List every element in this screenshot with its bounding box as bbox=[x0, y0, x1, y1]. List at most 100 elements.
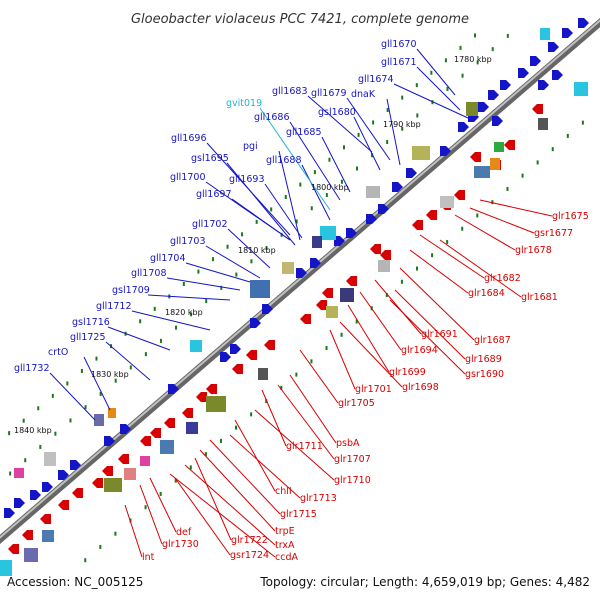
gene-label-glr1687[interactable]: glr1687 bbox=[474, 335, 511, 346]
forward-gene-arrow bbox=[500, 80, 511, 90]
leader-line bbox=[353, 116, 381, 171]
gene-label-glr1705[interactable]: glr1705 bbox=[338, 398, 375, 409]
gene-label-crtO[interactable]: crtO bbox=[48, 347, 68, 358]
scale-tick bbox=[250, 412, 253, 417]
gene-label-gll1732[interactable]: gll1732 bbox=[14, 363, 50, 374]
gene-label-gll1688[interactable]: gll1688 bbox=[266, 155, 302, 166]
feature-block bbox=[42, 530, 54, 542]
scale-tick bbox=[386, 108, 389, 113]
gene-label-gsr1677[interactable]: gsr1677 bbox=[534, 228, 573, 239]
scale-tick bbox=[476, 213, 479, 218]
gene-label-trpE[interactable]: trpE bbox=[275, 526, 295, 537]
gene-label-gll1670[interactable]: gll1670 bbox=[381, 39, 417, 50]
reverse-gene-arrow bbox=[164, 418, 175, 428]
leader-line bbox=[261, 389, 287, 447]
gene-label-glr1684[interactable]: glr1684 bbox=[468, 288, 505, 299]
gene-label-glr1678[interactable]: glr1678 bbox=[515, 245, 552, 256]
leader-line bbox=[231, 198, 291, 241]
gene-label-gll1708[interactable]: gll1708 bbox=[131, 268, 167, 279]
gene-label-gsl1716[interactable]: gsl1716 bbox=[72, 317, 110, 328]
gene-label-gsl1680[interactable]: gsl1680 bbox=[318, 107, 356, 118]
leader-line bbox=[416, 48, 456, 96]
gene-label-glr1694[interactable]: glr1694 bbox=[401, 345, 438, 356]
gene-label-glr1710[interactable]: glr1710 bbox=[334, 475, 371, 486]
gene-label-def[interactable]: def bbox=[176, 527, 192, 538]
gene-label-glr1689[interactable]: glr1689 bbox=[465, 354, 502, 365]
leader-line bbox=[259, 107, 331, 211]
reverse-gene-arrow bbox=[504, 140, 515, 150]
gene-label-glr1682[interactable]: glr1682 bbox=[484, 273, 521, 284]
gene-label-gll1702[interactable]: gll1702 bbox=[192, 219, 228, 230]
scale-tick bbox=[295, 219, 298, 224]
feature-block bbox=[538, 118, 548, 130]
leader-line bbox=[185, 262, 251, 283]
gene-label-glr1691[interactable]: glr1691 bbox=[421, 329, 458, 340]
gene-label-gll1683[interactable]: gll1683 bbox=[272, 86, 308, 97]
gene-label-glr1681[interactable]: glr1681 bbox=[521, 292, 558, 303]
gene-label-gll1703[interactable]: gll1703 bbox=[170, 236, 206, 247]
scale-tick bbox=[69, 418, 72, 423]
scale-tick bbox=[371, 153, 374, 158]
gene-label-gll1686[interactable]: gll1686 bbox=[254, 112, 290, 123]
leader-line bbox=[264, 183, 303, 239]
feature-block bbox=[282, 262, 294, 274]
scale-tick bbox=[416, 113, 419, 118]
reverse-gene-arrow bbox=[322, 288, 333, 298]
gene-label-lnt[interactable]: lnt bbox=[142, 552, 155, 563]
gene-label-gll1704[interactable]: gll1704 bbox=[150, 253, 186, 264]
gene-label-gll1693[interactable]: gll1693 bbox=[229, 174, 265, 185]
gene-label-chlI[interactable]: chlI bbox=[275, 486, 292, 497]
leader-line bbox=[393, 83, 469, 119]
scale-tick bbox=[189, 465, 192, 470]
gene-label-glr1722[interactable]: glr1722 bbox=[231, 535, 268, 546]
reverse-gene-arrow bbox=[40, 514, 51, 524]
reverse-gene-arrow bbox=[206, 384, 217, 394]
forward-gene-arrow bbox=[120, 424, 131, 434]
gene-label-gvit019[interactable]: gvit019 bbox=[226, 98, 262, 109]
gene-label-gsl1709[interactable]: gsl1709 bbox=[112, 285, 150, 296]
leader-line bbox=[169, 473, 276, 558]
gene-label-pgi[interactable]: pgi bbox=[243, 141, 258, 152]
gene-label-gsl1695[interactable]: gsl1695 bbox=[191, 153, 229, 164]
gene-label-gsr1690[interactable]: gsr1690 bbox=[465, 369, 504, 380]
gene-label-gll1725[interactable]: gll1725 bbox=[70, 332, 106, 343]
gene-label-gll1671[interactable]: gll1671 bbox=[381, 57, 417, 68]
forward-gene-arrow bbox=[548, 42, 559, 52]
reverse-gene-arrow bbox=[346, 276, 357, 286]
gene-label-ccdA[interactable]: ccdA bbox=[275, 552, 298, 563]
forward-gene-arrow bbox=[30, 490, 41, 500]
gene-label-glr1675[interactable]: glr1675 bbox=[552, 211, 589, 222]
leader-line bbox=[339, 321, 403, 388]
scale-tick bbox=[159, 491, 162, 496]
gene-label-glr1713[interactable]: glr1713 bbox=[300, 493, 337, 504]
scale-tick bbox=[299, 182, 302, 187]
feature-block bbox=[24, 548, 38, 562]
gene-label-trxA[interactable]: trxA bbox=[275, 540, 295, 551]
gene-label-gll1674[interactable]: gll1674 bbox=[358, 74, 394, 85]
gene-label-glr1711[interactable]: glr1711 bbox=[286, 441, 323, 452]
gene-label-gll1679[interactable]: gll1679 bbox=[311, 88, 347, 99]
gene-label-psbA[interactable]: psbA bbox=[336, 438, 360, 449]
gene-label-glr1730[interactable]: glr1730 bbox=[162, 539, 199, 550]
scale-tick bbox=[220, 285, 223, 290]
gene-label-gll1697[interactable]: gll1697 bbox=[196, 189, 232, 200]
gene-label-gll1696[interactable]: gll1696 bbox=[171, 133, 207, 144]
gene-label-glr1701[interactable]: glr1701 bbox=[355, 384, 392, 395]
forward-gene-arrow bbox=[346, 228, 357, 238]
gene-label-glr1699[interactable]: glr1699 bbox=[389, 367, 426, 378]
gene-label-gsr1724[interactable]: gsr1724 bbox=[230, 550, 269, 561]
feature-block bbox=[108, 408, 116, 418]
forward-gene-arrow bbox=[578, 18, 589, 28]
gene-label-gll1712[interactable]: gll1712 bbox=[96, 301, 132, 312]
scale-tick bbox=[182, 282, 185, 287]
gene-label-gll1700[interactable]: gll1700 bbox=[170, 172, 206, 183]
leader-line bbox=[184, 464, 276, 546]
leader-line bbox=[234, 419, 276, 492]
gene-label-dnaK[interactable]: dnaK bbox=[351, 89, 376, 100]
gene-label-glr1707[interactable]: glr1707 bbox=[334, 454, 371, 465]
gene-label-glr1715[interactable]: glr1715 bbox=[280, 509, 317, 520]
gene-label-glr1698[interactable]: glr1698 bbox=[402, 382, 439, 393]
scale-tick bbox=[325, 346, 328, 351]
scale-tick bbox=[506, 33, 509, 38]
gene-label-gll1685[interactable]: gll1685 bbox=[286, 127, 322, 138]
